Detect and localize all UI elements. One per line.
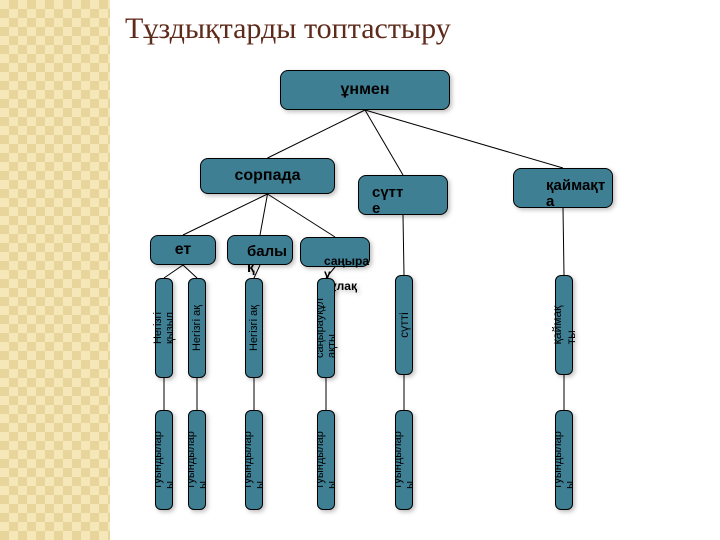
node-d3: туындылар ы xyxy=(317,410,335,510)
edge-et-v1b xyxy=(183,265,197,278)
node-label: балы қ xyxy=(247,244,287,276)
node-d1a: туындылар ы xyxy=(155,410,173,510)
node-label: туындылар ы xyxy=(392,431,416,489)
node-label: сүтті xyxy=(397,312,411,338)
node-d1b: туындылар ы xyxy=(188,410,206,510)
node-v4: сүтті xyxy=(395,275,413,375)
edge-root-sorpada xyxy=(268,110,366,158)
node-sorpada: сорпада xyxy=(200,158,335,194)
node-balyk: балы қ xyxy=(227,235,293,265)
node-label: саңырауқұл ақты xyxy=(314,298,338,358)
node-d5: туындылар ы xyxy=(555,410,573,510)
node-d4: туындылар ы xyxy=(395,410,413,510)
slide: Тұздықтарды топтастыру ұнмен сорпада сүтт … xyxy=(0,0,720,540)
node-v5: қаймақ ты xyxy=(555,275,573,375)
node-label: Негізгі ақ xyxy=(191,305,203,351)
edge-root-sutte xyxy=(365,110,403,175)
slide-title: Тұздықтарды топтастыру xyxy=(125,12,451,46)
node-sanyirau: саңыра у құлақ xyxy=(300,237,370,267)
node-v2: Негізгі ақ xyxy=(245,278,263,378)
edge-sorpada-balyk xyxy=(260,194,268,235)
side-pattern xyxy=(0,0,110,540)
node-label: қаймақт а xyxy=(546,178,605,210)
edge-sutte-v4 xyxy=(403,215,404,275)
edge-et-v1a xyxy=(164,265,183,278)
node-et: ет xyxy=(150,235,216,265)
node-sutte: сүтт е xyxy=(358,175,448,215)
node-label: сүтт е xyxy=(372,185,403,217)
node-root: ұнмен xyxy=(280,70,450,110)
node-label: туындылар ы xyxy=(314,431,338,489)
edge-kaimakta-v5 xyxy=(563,208,564,275)
node-label: туындылар ы xyxy=(242,431,266,489)
node-label: Негізгі ақ xyxy=(248,305,260,351)
edge-sorpada-sanyirau xyxy=(268,194,336,237)
edge-sorpada-et xyxy=(183,194,268,235)
node-label: туындылар ы xyxy=(552,431,576,489)
node-label: туындылар ы xyxy=(185,431,209,489)
edge-root-kaimakta xyxy=(365,110,563,168)
node-v3: саңырауқұл ақты xyxy=(317,278,335,378)
node-v1a: Негізгі қызыл xyxy=(155,278,173,378)
node-kaimakta: қаймақт а xyxy=(513,168,613,208)
node-label: Негізгі қызыл xyxy=(152,312,176,344)
node-label: туындылар ы xyxy=(152,431,176,489)
node-label: қаймақ ты xyxy=(550,306,578,345)
node-v1b: Негізгі ақ xyxy=(188,278,206,378)
node-d2: туындылар ы xyxy=(245,410,263,510)
